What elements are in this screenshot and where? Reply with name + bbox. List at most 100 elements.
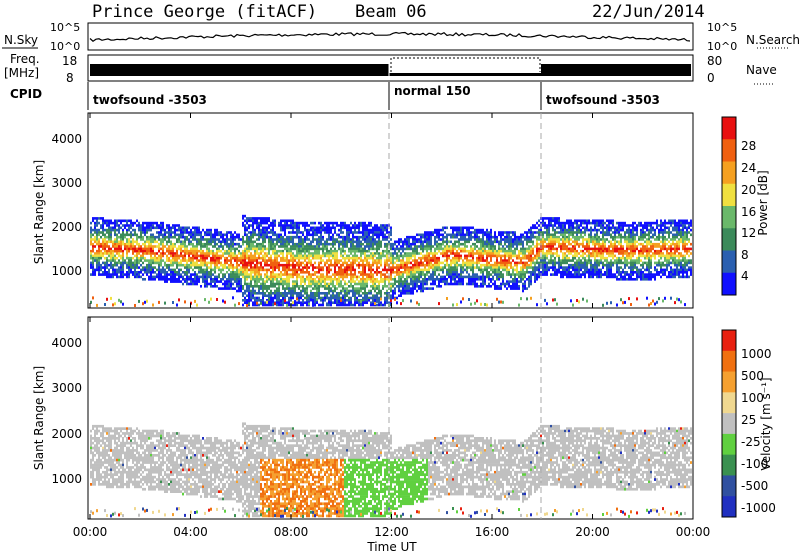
power-cell bbox=[242, 261, 244, 265]
power-cell bbox=[224, 259, 226, 262]
power-cell bbox=[296, 235, 298, 239]
power-cell bbox=[206, 263, 208, 267]
power-cell bbox=[142, 254, 144, 258]
power-cell bbox=[252, 301, 254, 304]
power-cell bbox=[472, 271, 474, 274]
power-cell bbox=[292, 252, 294, 255]
power-cell bbox=[360, 263, 362, 267]
power-cell bbox=[446, 242, 448, 246]
power-cell bbox=[196, 273, 198, 276]
power-cell bbox=[346, 261, 348, 265]
power-cell bbox=[336, 240, 338, 244]
power-cell bbox=[316, 294, 318, 297]
power-cell bbox=[314, 261, 316, 265]
power-cell bbox=[512, 238, 514, 241]
power-cell bbox=[514, 280, 516, 283]
power-cell bbox=[400, 285, 402, 288]
power-cell bbox=[210, 268, 212, 272]
power-cell bbox=[506, 261, 508, 265]
power-cell bbox=[354, 301, 356, 304]
power-cell bbox=[148, 226, 150, 230]
power-cell bbox=[378, 287, 380, 290]
power-cell bbox=[516, 254, 518, 258]
power-cell bbox=[188, 254, 190, 258]
power-cell bbox=[210, 233, 212, 237]
power-cell bbox=[106, 256, 108, 260]
power-cell bbox=[396, 254, 398, 258]
power-cell bbox=[390, 252, 392, 255]
power-cell bbox=[344, 259, 346, 262]
power-cell bbox=[486, 252, 488, 255]
power-cell bbox=[344, 296, 346, 300]
power-cell bbox=[456, 268, 458, 272]
power-cell bbox=[144, 221, 146, 225]
power-cell bbox=[118, 252, 120, 255]
power-cell bbox=[526, 287, 528, 290]
power-cell bbox=[324, 240, 326, 244]
power-cell bbox=[144, 249, 146, 253]
power-cell bbox=[342, 296, 344, 300]
power-cell bbox=[364, 273, 366, 276]
power-cell bbox=[90, 261, 92, 265]
power-cell bbox=[290, 254, 292, 258]
power-cell bbox=[384, 263, 386, 267]
power-cell bbox=[292, 224, 294, 227]
power-cell bbox=[376, 296, 378, 300]
power-cell bbox=[404, 282, 406, 286]
power-cell bbox=[380, 224, 382, 227]
power-cell bbox=[252, 247, 254, 251]
power-cell bbox=[472, 280, 474, 283]
power-cell bbox=[296, 233, 298, 237]
power-cell bbox=[96, 238, 98, 241]
power-cell bbox=[206, 268, 208, 272]
power-cell bbox=[446, 238, 448, 241]
power-cell bbox=[172, 275, 174, 279]
power-cell bbox=[180, 261, 182, 265]
power-cell bbox=[370, 252, 372, 255]
power-cell bbox=[212, 235, 214, 239]
power-cell bbox=[452, 271, 454, 274]
power-cell bbox=[206, 275, 208, 279]
power-cell bbox=[152, 245, 154, 248]
power-cell bbox=[228, 278, 230, 281]
power-cell bbox=[250, 294, 252, 297]
power-cell bbox=[420, 289, 422, 293]
power-cell bbox=[520, 235, 522, 239]
power-cell bbox=[530, 275, 532, 279]
power-cell bbox=[308, 224, 310, 227]
power-cell bbox=[284, 289, 286, 293]
power-cell bbox=[244, 240, 246, 244]
power-cell bbox=[208, 233, 210, 237]
power-cell bbox=[134, 266, 136, 269]
power-cell bbox=[436, 256, 438, 260]
power-cell bbox=[316, 247, 318, 251]
power-cell bbox=[290, 235, 292, 239]
power-cell bbox=[286, 252, 288, 255]
power-cell bbox=[182, 275, 184, 279]
power-cell bbox=[426, 231, 428, 234]
power-cell bbox=[316, 266, 318, 269]
power-cell bbox=[504, 252, 506, 255]
power-cell bbox=[276, 259, 278, 262]
power-cell bbox=[304, 296, 306, 300]
power-cell bbox=[328, 275, 330, 279]
power-cell bbox=[484, 245, 486, 248]
power-cell bbox=[420, 240, 422, 244]
power-cell bbox=[386, 231, 388, 234]
power-cell bbox=[460, 278, 462, 281]
power-cell bbox=[428, 268, 430, 272]
power-cell bbox=[142, 231, 144, 234]
power-cell bbox=[312, 296, 314, 300]
power-cell bbox=[376, 292, 378, 295]
power-cell bbox=[162, 245, 164, 248]
power-cell bbox=[114, 259, 116, 262]
power-cell bbox=[298, 301, 300, 304]
power-cell bbox=[460, 247, 462, 251]
power-cell bbox=[216, 259, 218, 262]
power-cell bbox=[508, 242, 510, 246]
power-cell bbox=[438, 285, 440, 288]
power-cell bbox=[340, 242, 342, 246]
power-cell bbox=[244, 254, 246, 258]
power-cell bbox=[480, 266, 482, 269]
power-cell bbox=[504, 259, 506, 262]
